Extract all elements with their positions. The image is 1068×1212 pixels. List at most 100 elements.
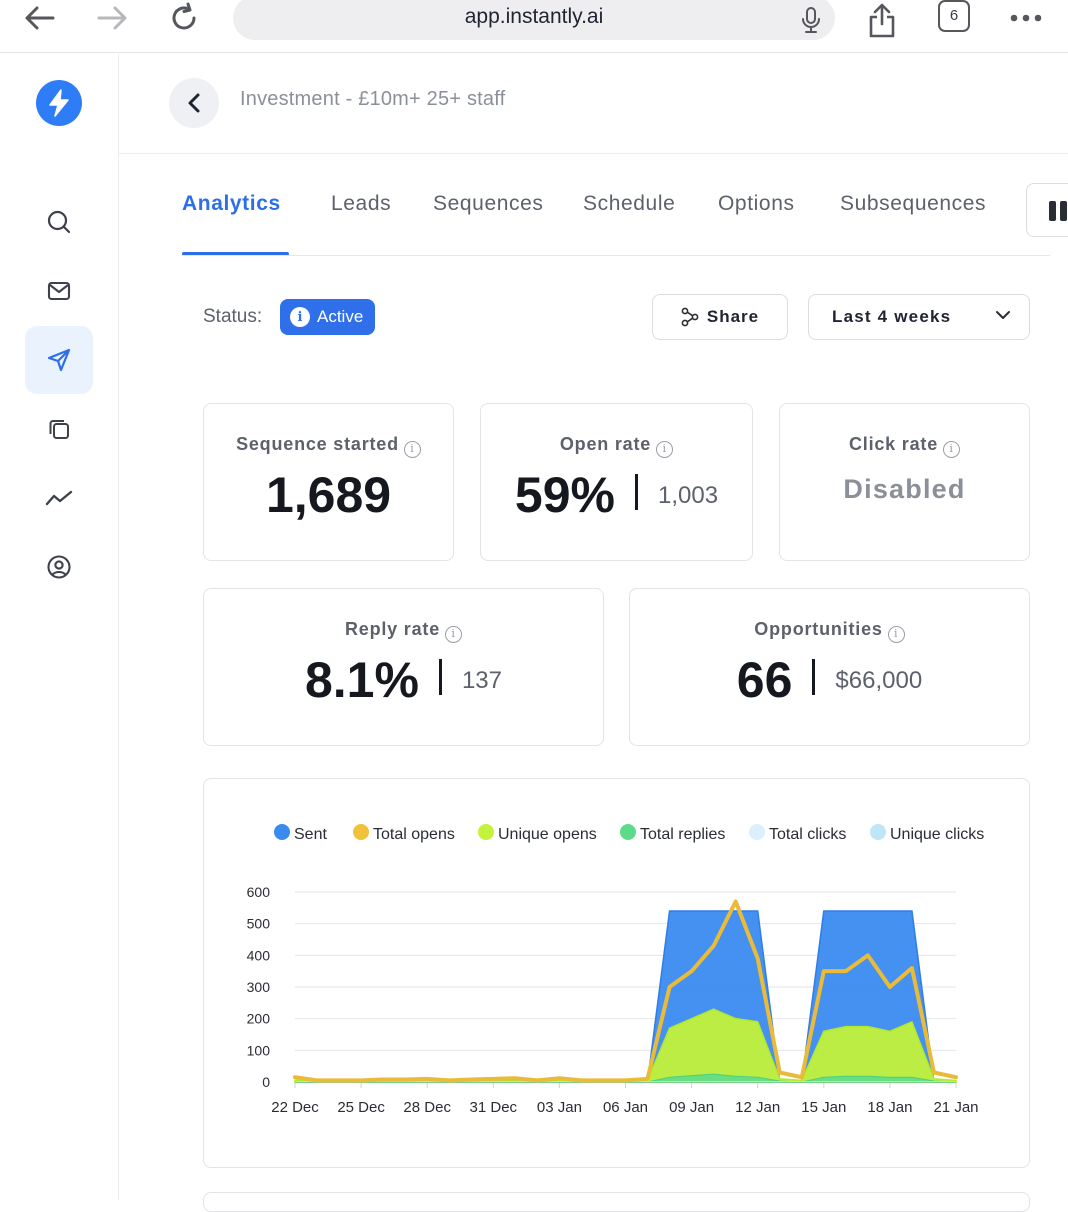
arrow-left-icon [25,6,55,30]
tab-bar: Analytics Leads Sequences Schedule Optio… [119,154,1068,256]
stat-card-title: Opportunities i [630,619,1029,643]
send-icon [47,348,71,372]
next-card [203,1192,1030,1212]
share-button-label: Share [706,307,760,326]
stat-main-value: 59% [514,467,615,523]
date-range-dropdown[interactable]: Last 4 weeks [808,294,1030,340]
sidebar-item-search[interactable] [25,188,93,256]
info-icon[interactable]: i [403,441,421,458]
tab-schedule[interactable]: Schedule [583,192,676,215]
browser-reload-button[interactable] [162,0,206,36]
sidebar-item-templates[interactable] [25,395,93,463]
tab-analytics[interactable]: Analytics [182,192,281,215]
tab-sequences[interactable]: Sequences [433,192,544,215]
sidebar-item-inbox[interactable] [25,257,93,325]
y-tick-label: 300 [247,979,271,995]
info-icon[interactable]: i [943,441,961,458]
legend-item-sent[interactable]: Sent [274,824,327,844]
browser-toolbar: app.instantly.ai 6 [0,0,1068,53]
status-badge: i Active [280,299,375,335]
sidebar [0,54,119,1200]
stat-sub-value: 137 [461,667,502,694]
stat-card-title: Open rate i [481,434,752,458]
info-icon[interactable]: i [445,626,463,643]
legend-item-total-opens[interactable]: Total opens [353,824,455,844]
stat-card-title: Reply rate i [204,619,603,643]
lightning-icon [49,89,69,117]
campaign-header: Investment - £10m+ 25+ staff [119,54,1068,154]
chevron-down-icon [996,311,1010,319]
reload-icon [172,2,196,30]
legend-item-unique-clicks[interactable]: Unique clicks [870,824,984,844]
sidebar-item-analytics[interactable] [25,464,93,532]
x-tick-label: 09 Jan [669,1099,714,1116]
x-tick-label: 25 Dec [337,1099,385,1116]
sidebar-item-account[interactable] [25,533,93,601]
stat-title-text: Sequence started [236,434,399,454]
address-bar[interactable]: app.instantly.ai [233,0,835,40]
microphone-icon[interactable] [801,6,821,34]
x-tick-label: 22 Dec [271,1099,319,1116]
stat-card-title: Sequence started i [204,434,453,458]
app-logo[interactable] [36,80,82,126]
legend-item-total-clicks[interactable]: Total clicks [749,824,846,844]
x-tick-label: 28 Dec [403,1099,451,1116]
stat-card-title: Click rate i [780,434,1029,458]
more-dots-icon [1010,14,1042,22]
stat-card-value: 8.1% 137 [204,651,603,709]
area-chart[interactable]: 0 100 200 300 400 500 600 22 Dec 25 Dec 28 Dec 31 … [204,779,1029,1167]
value-separator [812,659,816,695]
status-badge-label: Active [317,307,364,326]
y-tick-label: 100 [247,1042,271,1058]
x-tick-label: 06 Jan [603,1099,648,1116]
info-icon[interactable]: i [887,626,905,643]
x-tick-label: 12 Jan [735,1099,780,1116]
sidebar-item-campaigns[interactable] [25,326,93,394]
legend-label: Unique clicks [890,826,985,843]
legend-swatch [274,824,290,840]
x-tick-label: 15 Jan [801,1099,846,1116]
stat-card-opportunities: Opportunities i 66 $66,000 [629,588,1030,746]
pause-icon [1049,201,1067,221]
browser-forward-button[interactable] [90,0,134,36]
date-range-label: Last 4 weeks [832,307,952,326]
legend-swatch [620,824,636,840]
legend-label: Total clicks [769,826,847,843]
stat-card-value: 66 $66,000 [630,651,1029,709]
x-tick-label: 21 Jan [933,1099,978,1116]
share-button[interactable]: Share [652,294,788,340]
stat-title-text: Click rate [848,434,939,454]
legend-label: Total opens [373,826,455,843]
legend-swatch [478,824,494,840]
stat-sub-value: 1,003 [658,482,719,509]
stat-card-click-rate: Click rate i Disabled [779,403,1030,561]
tab-options[interactable]: Options [718,192,795,215]
y-tick-label: 0 [262,1074,270,1090]
x-tick-label: 31 Dec [470,1099,518,1116]
tab-subsequences[interactable]: Subsequences [840,192,987,215]
browser-back-button[interactable] [18,0,62,36]
analytics-chart-card: Sent Total opens Unique opens Total repl… [203,778,1030,1168]
copy-icon [49,420,69,439]
stat-card-value: Disabled [843,474,966,504]
legend-label: Sent [294,826,327,843]
stat-title-text: Open rate [559,434,652,454]
info-icon[interactable]: i [656,441,674,458]
tab-divider [182,255,1050,256]
back-button[interactable] [169,78,219,128]
info-icon: i [290,307,310,327]
active-tab-indicator [182,252,289,256]
value-separator [635,474,638,510]
stat-card-value: 1,689 [265,467,392,523]
mail-icon [47,281,71,301]
more-options-button[interactable] [1004,0,1048,36]
user-circle-icon [47,555,71,579]
stat-title-text: Reply rate [344,619,441,639]
legend-item-unique-opens[interactable]: Unique opens [478,824,597,844]
legend-item-total-replies[interactable]: Total replies [620,824,725,844]
tab-count-button[interactable]: 6 [938,0,970,32]
pause-button[interactable] [1026,183,1068,237]
tab-leads[interactable]: Leads [331,192,392,215]
share-icon [869,3,895,38]
share-page-button[interactable] [860,0,904,40]
